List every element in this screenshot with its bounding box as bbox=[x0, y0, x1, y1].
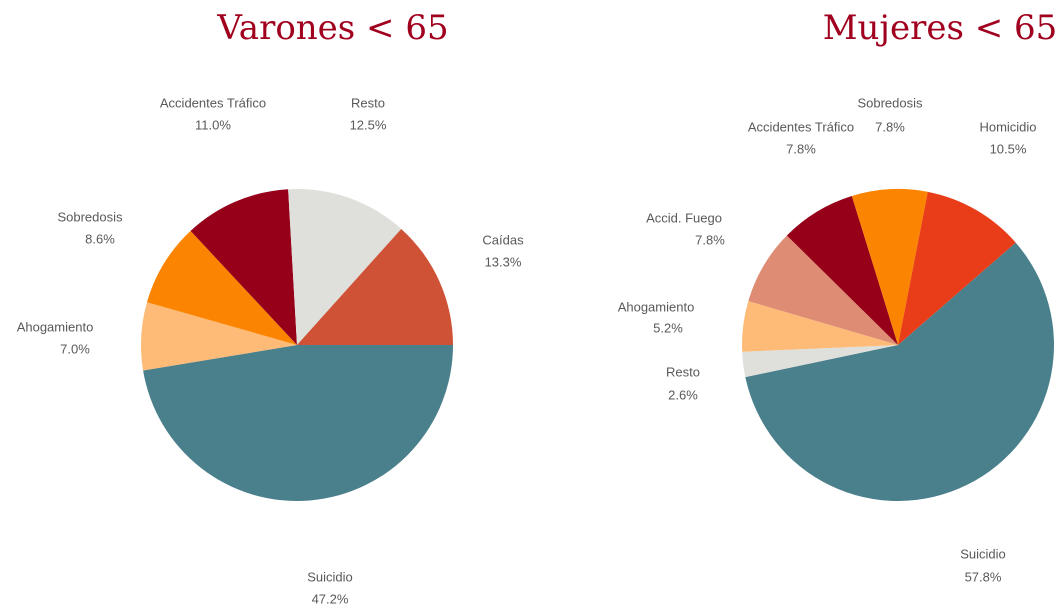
pie-slice bbox=[745, 242, 1055, 502]
slice-label: Accidentes Tráfico bbox=[748, 119, 854, 134]
pie-slice bbox=[146, 230, 297, 345]
slice-label: Caídas bbox=[482, 232, 524, 247]
slice-label: Resto bbox=[666, 364, 700, 379]
pie-slice bbox=[748, 235, 898, 345]
slice-label: Ahogamiento bbox=[17, 319, 94, 334]
value-label: 7.0% bbox=[60, 341, 90, 356]
slice-label: Resto bbox=[351, 95, 385, 110]
slice-label: Ahogamiento bbox=[618, 299, 695, 314]
value-label: 12.5% bbox=[350, 117, 387, 132]
value-label: 2.6% bbox=[668, 387, 698, 402]
pie-slice bbox=[742, 301, 898, 352]
value-label: 8.6% bbox=[85, 231, 115, 246]
pie-slice bbox=[851, 189, 928, 345]
value-label: 10.5% bbox=[990, 141, 1027, 156]
slice-label: Accidentes Tráfico bbox=[160, 95, 266, 110]
pie-slice bbox=[190, 189, 297, 345]
slice-label: Sobredosis bbox=[57, 209, 123, 224]
value-label: 7.8% bbox=[786, 141, 816, 156]
pie-slice bbox=[297, 228, 453, 345]
slice-label: Suicidio bbox=[960, 546, 1006, 561]
value-label: 7.8% bbox=[875, 119, 905, 134]
pie-slice bbox=[288, 188, 402, 345]
value-label: 47.2% bbox=[312, 591, 349, 606]
slice-label: Accid. Fuego bbox=[646, 210, 722, 225]
chart-title: Mujeres < 65 bbox=[823, 8, 1058, 48]
pie-slice bbox=[898, 191, 1016, 345]
pie-slice bbox=[786, 195, 898, 345]
pie-slice bbox=[141, 302, 297, 371]
slice-label: Homicidio bbox=[979, 119, 1036, 134]
slice-label: Suicidio bbox=[307, 569, 353, 584]
value-label: 11.0% bbox=[195, 117, 231, 132]
pie-slice bbox=[742, 345, 898, 378]
slice-label: Sobredosis bbox=[857, 95, 923, 110]
value-label: 13.3% bbox=[485, 254, 522, 269]
value-label: 7.8% bbox=[695, 232, 725, 247]
value-label: 57.8% bbox=[965, 569, 1002, 584]
chart-title: Varones < 65 bbox=[216, 8, 448, 48]
value-label: 5.2% bbox=[653, 320, 683, 335]
pie-slice bbox=[143, 345, 453, 502]
